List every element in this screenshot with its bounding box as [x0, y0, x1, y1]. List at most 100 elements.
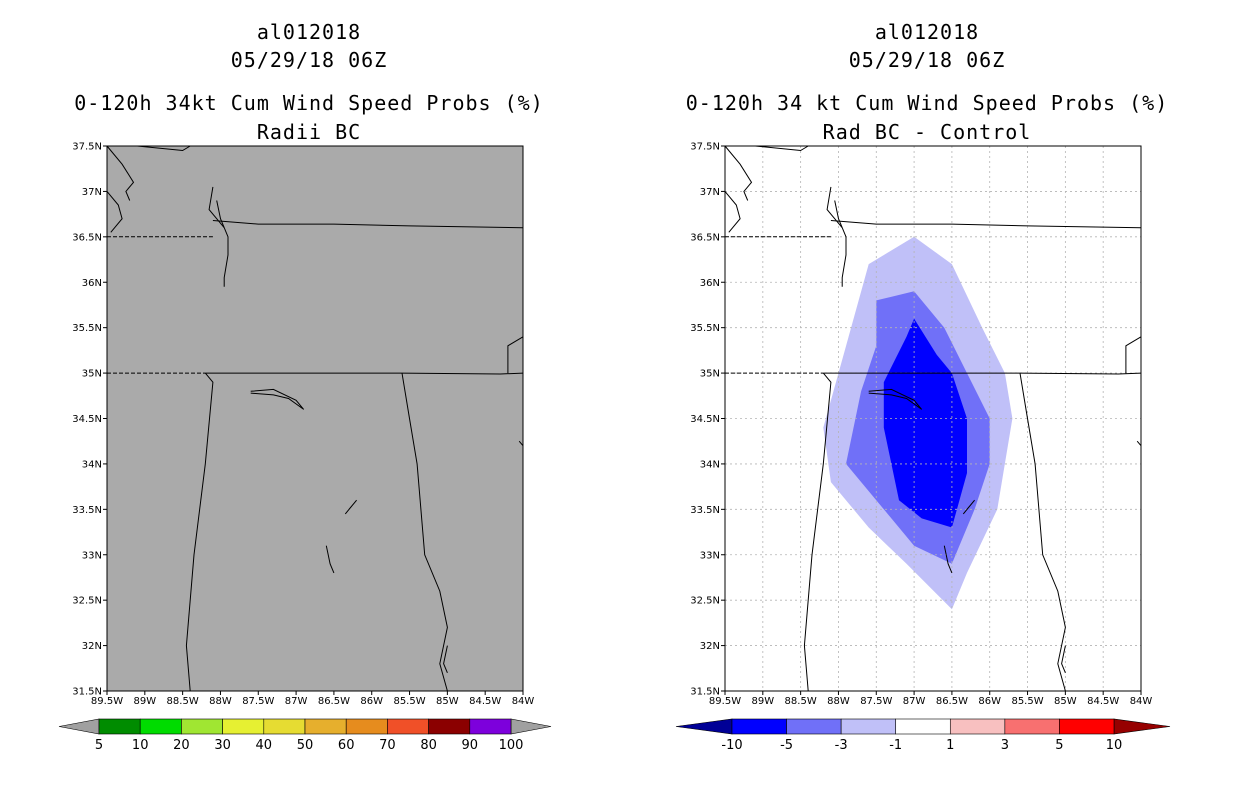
lon-tick-label: 84.5W: [1087, 696, 1119, 707]
lat-tick-label: 34.5N: [690, 414, 720, 425]
lat-tick-label: 35N: [700, 369, 720, 380]
colorbar-label: -3: [835, 738, 848, 753]
colorbar-swatch: [263, 718, 306, 735]
colorbar-swatch: [731, 718, 787, 735]
boundary-lakeMid: [325, 545, 335, 574]
colorbar-low-arrow: [675, 718, 733, 735]
colorbar-label: 50: [297, 738, 314, 753]
right-map-frame: [724, 145, 1142, 692]
boundary-alGa: [401, 373, 448, 692]
colorbar-swatch: [98, 718, 141, 735]
boundary-chatt: [1061, 645, 1066, 673]
lon-tick-label: 87W: [285, 696, 308, 707]
lon-tick-label: 84W: [512, 696, 535, 707]
boundary-gaEdge: [507, 336, 524, 374]
lon-tick-label: 86.5W: [318, 696, 350, 707]
lon-tick-label: 85W: [1054, 696, 1077, 707]
lat-tick-label: 35N: [82, 369, 102, 380]
left-map-background: [107, 146, 523, 691]
colorbar-label: 100: [499, 738, 524, 753]
boundary-ohio: [106, 145, 135, 201]
lon-tick-label: 89.5W: [91, 696, 123, 707]
right-subtitle: Rad BC - Control: [822, 120, 1032, 144]
colorbar-label: 1: [946, 738, 954, 753]
boundary-lakeWheeler: [250, 388, 305, 410]
lon-tick-label: 84.5W: [469, 696, 501, 707]
lat-tick-label: 32.5N: [72, 596, 102, 607]
lon-tick-label: 86W: [978, 696, 1001, 707]
boundary-msAl: [803, 372, 832, 692]
left-colorbar: 5 10 20 30 40 50 60 70 80 90 100: [58, 718, 552, 753]
left-map-panel: 37.5N 37N 36.5N 36N 35.5N 35N 34.5N 34N 33.5N 33N…: [72, 142, 534, 708]
lat-tick-label: 36.5N: [690, 232, 720, 243]
colorbar-label: 70: [379, 738, 396, 753]
colorbar-low-arrow: [58, 718, 100, 735]
colorbar-swatch: [387, 718, 429, 735]
boundary-gaEdge2: [1136, 440, 1142, 447]
colorbar-swatch: [786, 718, 842, 735]
lon-tick-label: 88.5W: [785, 696, 817, 707]
colorbar-swatch: [304, 718, 347, 735]
lon-tick-label: 85W: [436, 696, 459, 707]
lat-tick-label: 35.5N: [690, 323, 720, 334]
colorbar-label: 10: [132, 738, 149, 753]
lat-tick-label: 32N: [82, 641, 102, 652]
boundary-river2: [208, 186, 225, 229]
right-storm-id: al012018: [874, 20, 980, 44]
lon-tick-label: 88W: [209, 696, 232, 707]
colorbar-label: 5: [95, 738, 103, 753]
lon-tick-label: 87.5W: [242, 696, 274, 707]
lat-tick-label: 37N: [700, 187, 720, 198]
colorbar-label: 90: [462, 738, 479, 753]
left-title: 0-120h 34kt Cum Wind Speed Probs (%): [74, 91, 544, 115]
lon-tick-label: 84W: [1130, 696, 1153, 707]
boundary-lakeSmall: [962, 499, 975, 515]
left-map-ticks: 37.5N 37N 36.5N 36N 35.5N 35N 34.5N 34N 33.5N 33N…: [72, 142, 534, 708]
left-datetime: 05/29/18 06Z: [230, 48, 388, 72]
boundary-gaEdge2: [518, 440, 524, 447]
lat-tick-label: 33N: [82, 550, 102, 561]
lat-tick-label: 36N: [700, 278, 720, 289]
right-map-ticks: 37.5N 37N 36.5N 36N 35.5N 35N 34.5N 34N 33.5N 33N…: [690, 142, 1152, 708]
boundary-ohioN: [755, 145, 809, 152]
lon-tick-label: 89W: [134, 696, 157, 707]
lat-tick-label: 35.5N: [72, 323, 102, 334]
lat-tick-label: 31.5N: [690, 687, 720, 698]
lat-tick-label: 32N: [700, 641, 720, 652]
lat-tick-label: 33.5N: [690, 505, 720, 516]
boundary-tnGa: [401, 372, 524, 375]
boundary-lakeWheeler: [868, 388, 923, 410]
colorbar-label: 10: [1106, 738, 1123, 753]
lon-tick-label: 87.5W: [860, 696, 892, 707]
colorbar-high-arrow: [510, 718, 552, 735]
left-storm-id: al012018: [256, 20, 362, 44]
left-map-frame: [106, 145, 524, 692]
lat-tick-label: 34N: [82, 459, 102, 470]
colorbar-label: 60: [338, 738, 355, 753]
lat-tick-label: 33N: [700, 550, 720, 561]
lon-tick-label: 85.5W: [393, 696, 425, 707]
lon-tick-label: 88W: [827, 696, 850, 707]
lon-tick-label: 87W: [903, 696, 926, 707]
lat-tick-label: 34N: [700, 459, 720, 470]
colorbar-label: -5: [780, 738, 793, 753]
right-map-contours: [823, 236, 1013, 610]
contour-0000ff: [883, 318, 967, 528]
colorbar-swatch: [139, 718, 182, 735]
colorbar-label: 40: [256, 738, 273, 753]
lon-tick-label: 86W: [360, 696, 383, 707]
colorbar-swatch: [428, 718, 471, 735]
boundary-river: [834, 200, 847, 287]
colorbar-swatch: [345, 718, 388, 735]
colorbar-swatch: [949, 718, 1006, 735]
colorbar-label: -10: [721, 738, 742, 753]
lat-tick-label: 32.5N: [690, 596, 720, 607]
boundary-ohio2: [106, 191, 123, 233]
lat-tick-label: 37.5N: [690, 142, 720, 153]
colorbar-swatch: [222, 718, 265, 735]
colorbar-label: -1: [889, 738, 902, 753]
colorbar-label: 5: [1055, 738, 1063, 753]
boundary-lakeSmall: [344, 499, 357, 515]
colorbar-label: 80: [420, 738, 437, 753]
